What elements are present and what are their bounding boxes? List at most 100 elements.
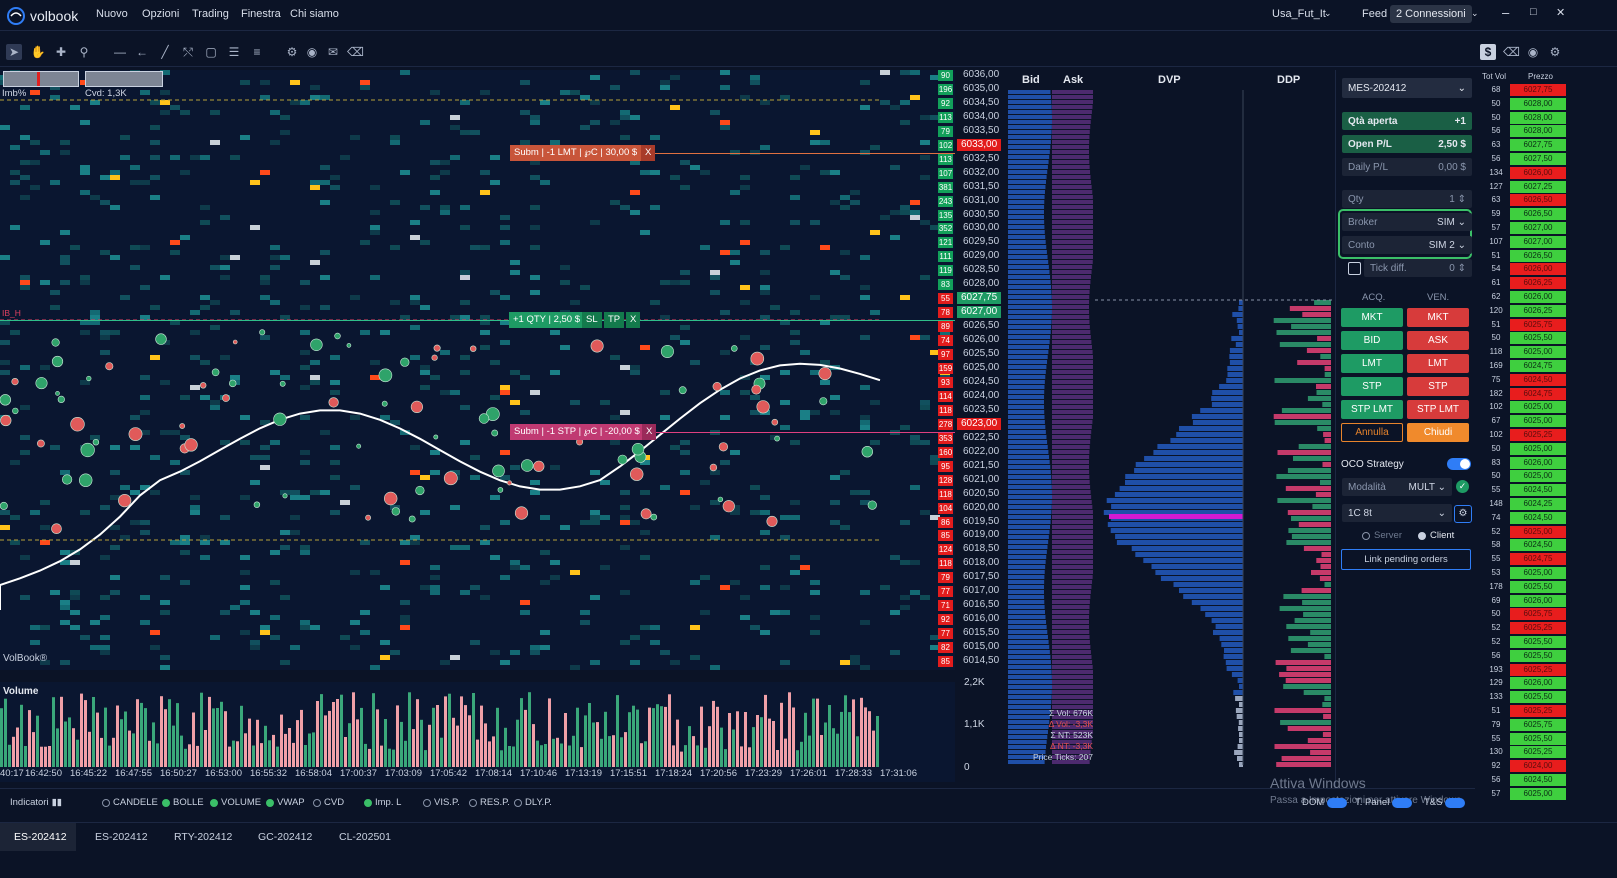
- ask-bar: [1052, 185, 1092, 189]
- fib-icon[interactable]: ☰: [228, 45, 240, 59]
- check-icon[interactable]: ✓: [1456, 480, 1469, 493]
- indicator-toggle-candele[interactable]: CANDELE: [102, 797, 158, 808]
- chevron-down-icon[interactable]: ⌄: [1324, 8, 1332, 18]
- cancel-order-button[interactable]: X: [642, 424, 657, 440]
- buy-stop-limit-button[interactable]: STP LMT: [1341, 400, 1403, 419]
- position-line[interactable]: [0, 320, 955, 321]
- buy-market-button[interactable]: MKT: [1341, 308, 1403, 327]
- buy-bid-button[interactable]: BID: [1341, 331, 1403, 350]
- sell-limit-button[interactable]: LMT: [1407, 354, 1469, 373]
- pointer-icon[interactable]: ➤: [6, 44, 22, 60]
- sell-limit-order-line[interactable]: [655, 153, 955, 154]
- tape-row: 50 6025,50: [1478, 332, 1617, 345]
- symbol-select[interactable]: MES-202412 ⌄: [1342, 78, 1472, 98]
- stepper-icon[interactable]: ⇕: [1457, 262, 1466, 274]
- dom-toggle[interactable]: DOM: [1302, 797, 1348, 808]
- menu-finestra[interactable]: Finestra: [241, 8, 281, 20]
- menu-trading[interactable]: Trading: [192, 8, 229, 20]
- record-icon[interactable]: ◉: [1527, 45, 1539, 59]
- sell-market-button[interactable]: MKT: [1407, 308, 1469, 327]
- sell-stop-button[interactable]: STP: [1407, 377, 1469, 396]
- trend-line-icon[interactable]: ╱: [161, 45, 169, 59]
- heatmap-cell: [360, 85, 370, 90]
- hand-icon[interactable]: ✋: [30, 45, 46, 59]
- rectangle-icon[interactable]: ▢: [205, 45, 217, 59]
- gear-icon[interactable]: ⚙: [1454, 505, 1472, 523]
- indicator-toggle-cvd[interactable]: CVD: [313, 797, 344, 808]
- minimize-icon[interactable]: –: [1502, 5, 1510, 20]
- cancel-orders-button[interactable]: Annulla: [1341, 423, 1403, 442]
- settings-sliders-icon[interactable]: ⚙: [286, 45, 298, 59]
- heatmap-cell: [180, 540, 190, 545]
- indicator-toggle-volume[interactable]: VOLUME: [210, 797, 261, 808]
- stepper-icon[interactable]: ⇕: [1457, 193, 1466, 205]
- tab-es-202412[interactable]: ES-202412: [14, 831, 67, 843]
- gear-icon[interactable]: ⚙: [1549, 45, 1561, 59]
- client-radio[interactable]: Client: [1418, 530, 1454, 541]
- menu-nuovo[interactable]: Nuovo: [96, 8, 128, 20]
- workspace-select[interactable]: Usa_Fut_It: [1272, 8, 1326, 20]
- heatmap-cell: [290, 490, 300, 495]
- app-logo[interactable]: volbook: [6, 6, 78, 26]
- broker-select[interactable]: Broker SIM ⌄: [1342, 213, 1472, 231]
- heatmap-cell: [860, 150, 870, 155]
- eraser-icon[interactable]: ⌫: [347, 45, 364, 59]
- indicator-toggle-res-p-[interactable]: RES.P.: [469, 797, 510, 808]
- crosshair-icon[interactable]: ✚: [55, 45, 67, 59]
- lines-icon[interactable]: ≡: [253, 45, 261, 59]
- oco-mode-select[interactable]: Modalità MULT ⌄: [1342, 478, 1452, 496]
- heatmap-cell: [330, 390, 340, 395]
- indicator-toggle-bolle[interactable]: BOLLE: [162, 797, 204, 808]
- indicator-toggle-vis-p-[interactable]: VIS.P.: [423, 797, 460, 808]
- comment-icon[interactable]: ✉: [327, 45, 339, 59]
- sell-limit-order-tag[interactable]: Subm | -1 LMT | ℘C | 30,00 $: [510, 145, 642, 161]
- position-tag[interactable]: +1 QTY | 2,50 $: [509, 312, 584, 328]
- oco-template-select[interactable]: 1C 8t ⌄: [1342, 504, 1452, 522]
- stop-order-tag[interactable]: Subm | -1 STP | ℘C | -20,00 $: [510, 424, 644, 440]
- tab-gc-202412[interactable]: GC-202412: [258, 831, 313, 843]
- horizontal-line-icon[interactable]: —: [114, 45, 126, 59]
- server-radio[interactable]: Server: [1362, 530, 1402, 541]
- bubble-icon[interactable]: ◉: [306, 45, 318, 59]
- buy-limit-button[interactable]: LMT: [1341, 354, 1403, 373]
- eraser-icon[interactable]: ⌫: [1503, 45, 1520, 59]
- qty-stepper[interactable]: Qty 1 ⇕: [1342, 190, 1472, 208]
- indicator-toggle-imp-l[interactable]: Imp. L: [364, 797, 401, 808]
- tpanel-toggle[interactable]: T. Panel: [1355, 797, 1413, 808]
- menu-chi-siamo[interactable]: Chi siamo: [290, 8, 339, 20]
- stop-order-line[interactable]: [655, 432, 955, 433]
- tick-diff-checkbox[interactable]: [1348, 262, 1361, 275]
- close-position-button[interactable]: Chiudi: [1407, 423, 1469, 442]
- connections-badge[interactable]: 2 Connessioni: [1390, 5, 1472, 23]
- buy-stop-button[interactable]: STP: [1341, 377, 1403, 396]
- heatmap-cell: [680, 340, 690, 345]
- indicator-toggle-dly-p-[interactable]: DLY.P.: [514, 797, 552, 808]
- oco-toggle[interactable]: [1447, 458, 1471, 470]
- tab-rty-202412[interactable]: RTY-202412: [174, 831, 233, 843]
- chevron-down-icon[interactable]: ⌄: [1471, 8, 1479, 18]
- sell-ask-button[interactable]: ASK: [1407, 331, 1469, 350]
- take-profit-button[interactable]: TP: [604, 312, 625, 328]
- ray-icon[interactable]: ←: [136, 45, 148, 59]
- close-position-button[interactable]: X: [626, 312, 641, 328]
- account-select[interactable]: Conto SIM 2 ⌄: [1342, 236, 1472, 254]
- stop-loss-button[interactable]: SL: [582, 312, 602, 328]
- tick-diff-stepper[interactable]: Tick diff. 0 ⇕: [1364, 259, 1472, 277]
- heatmap-chart[interactable]: Imb% Cvd: 1,3K IB_H VolBook® Subm | -1 L…: [0, 70, 955, 670]
- heatmap-cell: [220, 355, 230, 360]
- dollar-icon[interactable]: $: [1480, 44, 1496, 60]
- link-pending-orders-button[interactable]: Link pending orders: [1341, 549, 1471, 570]
- tab-cl-202501[interactable]: CL-202501: [339, 831, 391, 843]
- close-icon[interactable]: ✕: [1556, 7, 1566, 19]
- menu-opzioni[interactable]: Opzioni: [142, 8, 180, 20]
- indicators-menu[interactable]: Indicatori ▮▮: [10, 797, 62, 808]
- measure-icon[interactable]: ⤲: [183, 45, 193, 59]
- zoom-icon[interactable]: ⚲: [79, 45, 89, 59]
- price-axis[interactable]: 6036,00 90 6035,00 196 6034,50 92 6034,00 113 60…: [938, 69, 1005, 670]
- maximize-icon[interactable]: □: [1530, 6, 1537, 18]
- ts-toggle[interactable]: T&S: [1424, 797, 1466, 808]
- indicator-toggle-vwap[interactable]: VWAP: [266, 797, 305, 808]
- sell-stop-limit-button[interactable]: STP LMT: [1407, 400, 1469, 419]
- cancel-order-button[interactable]: X: [641, 145, 656, 161]
- tab-es-202412[interactable]: ES-202412: [95, 831, 148, 843]
